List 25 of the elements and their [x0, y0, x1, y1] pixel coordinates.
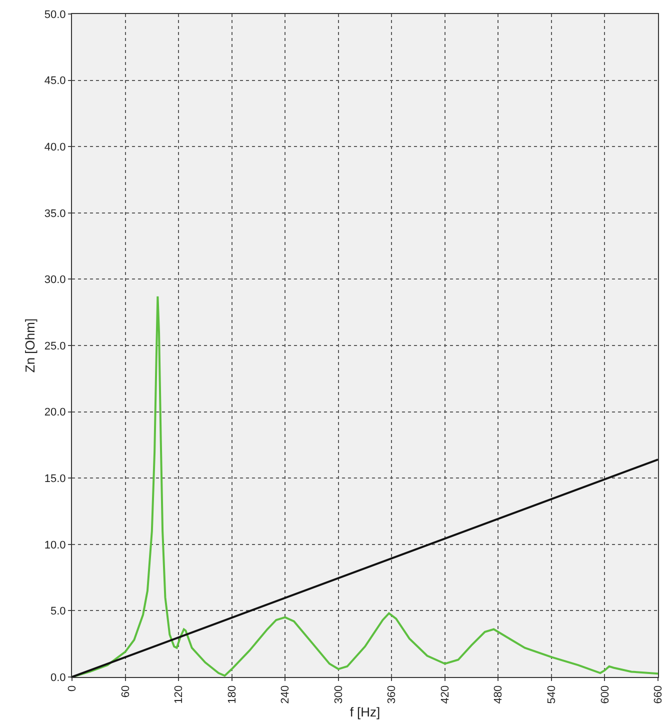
x-tick-label: 240 [280, 685, 292, 704]
x-axis-title: f [Hz] [350, 704, 380, 720]
x-tick-label: 480 [492, 685, 505, 704]
y-tick-label: 15.0 [44, 472, 66, 485]
y-tick-label: 50.0 [44, 8, 66, 21]
x-tick-label: 600 [599, 685, 612, 704]
x-tick-label: 660 [652, 685, 665, 704]
y-axis-title: Zn [Ohm] [22, 318, 38, 373]
x-tick-label: 300 [332, 685, 345, 704]
x-tick-label: 0 [66, 685, 79, 692]
y-tick-label: 20.0 [44, 406, 66, 419]
x-tick-label: 120 [173, 685, 186, 704]
x-tick-label: 360 [386, 685, 398, 704]
x-tick-label: 60 [120, 685, 132, 698]
x-tick-label: 180 [226, 685, 238, 704]
y-tick-label: 40.0 [44, 141, 66, 154]
y-tick-label: 45.0 [44, 75, 66, 88]
y-tick-label: 5.0 [50, 606, 66, 618]
x-tick-label: 420 [439, 685, 452, 704]
y-tick-label: 35.0 [44, 208, 66, 220]
y-tick-label: 10.0 [44, 539, 66, 552]
x-tick-label: 540 [546, 685, 558, 704]
y-tick-label: 30.0 [44, 274, 66, 286]
y-tick-label: 0.0 [50, 672, 66, 684]
y-tick-label: 25.0 [44, 340, 66, 352]
